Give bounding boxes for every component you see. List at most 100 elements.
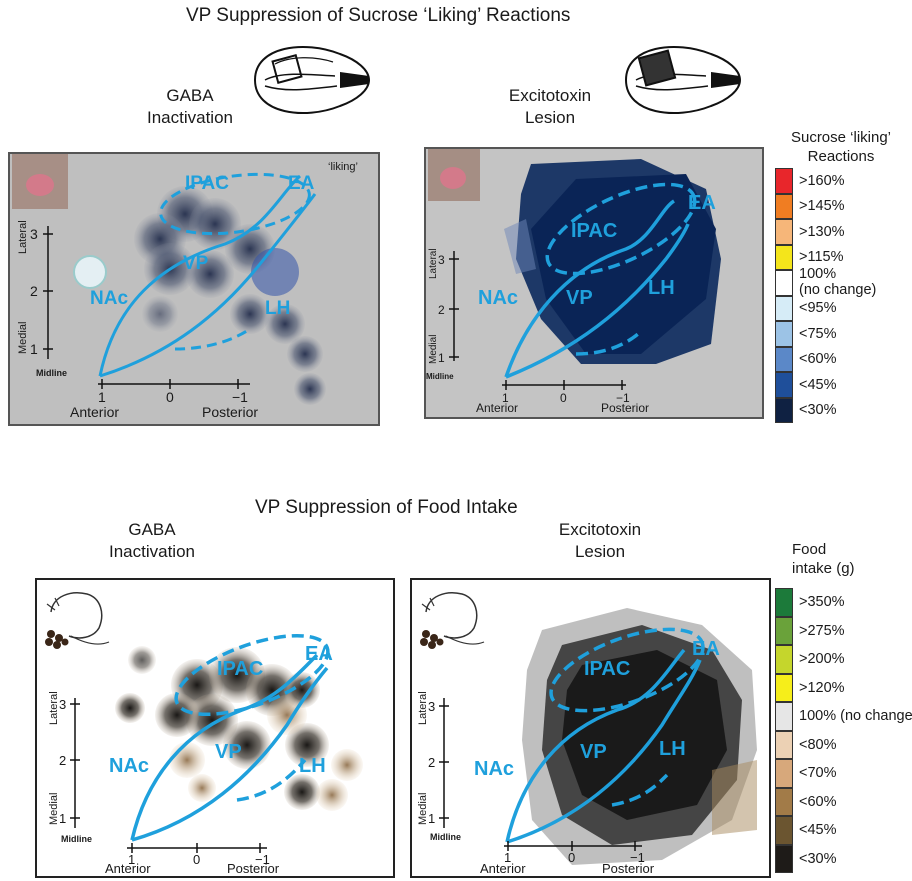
corner-tag: ‘liking’ xyxy=(328,161,358,173)
condition-line: GABA xyxy=(72,519,232,541)
top-right-condition: Excitotoxin Lesion xyxy=(470,85,630,129)
legend-swatch xyxy=(775,168,793,194)
rat-eating-drawing xyxy=(41,584,111,652)
legend-sublabel: (no change) xyxy=(799,282,876,298)
legend-title-line: Reactions xyxy=(770,147,912,166)
posterior-label: Posterior xyxy=(227,861,280,876)
legend-label: >160% xyxy=(799,173,845,189)
legend-label: 100% xyxy=(799,266,836,282)
legend-swatch xyxy=(775,617,793,646)
legend-swatch xyxy=(775,270,793,296)
rat-face-photo xyxy=(12,154,68,209)
y-tick: 3 xyxy=(59,697,66,712)
legend-label: <80% xyxy=(799,737,837,753)
legend-swatch xyxy=(775,296,793,322)
legend-title-line: Food xyxy=(772,540,882,559)
lateral-label: Lateral xyxy=(48,691,60,725)
legend-swatch xyxy=(775,194,793,220)
y-tick: 3 xyxy=(428,699,435,714)
midline-label: Midline xyxy=(61,834,92,844)
lesion-fill xyxy=(504,159,721,364)
legend-label: >145% xyxy=(799,198,845,214)
lesion-fill xyxy=(522,608,757,865)
legend-swatch xyxy=(775,759,793,788)
posterior-label: Posterior xyxy=(202,404,258,420)
medial-label: Medial xyxy=(428,335,439,364)
anterior-label: Anterior xyxy=(105,861,151,876)
y-tick: 2 xyxy=(438,303,445,317)
legend-label: <70% xyxy=(799,765,837,781)
intake-legend-title: Food intake (g) xyxy=(772,540,882,578)
condition-line: Excitotoxin xyxy=(520,519,680,541)
label-ea: EA xyxy=(305,643,333,665)
legend-swatch xyxy=(775,702,793,731)
y-tick: 1 xyxy=(59,811,66,826)
lateral-label: Lateral xyxy=(417,691,429,725)
y-tick: 3 xyxy=(438,253,445,267)
y-tick: 1 xyxy=(428,811,435,826)
legend-swatch xyxy=(775,816,793,845)
x-tick: 0 xyxy=(560,391,567,405)
medial-label: Medial xyxy=(48,793,60,825)
top-left-condition: GABA Inactivation xyxy=(110,85,270,129)
x-tick: 0 xyxy=(568,850,575,865)
legend-title-line: Sucrose ‘liking’ xyxy=(770,128,912,147)
legend-swatch xyxy=(775,645,793,674)
y-tick: 3 xyxy=(30,226,38,242)
legend-swatch xyxy=(775,347,793,373)
legend-label: <45% xyxy=(799,377,837,393)
label-ea: EA xyxy=(692,638,720,660)
label-lh: LH xyxy=(659,738,686,760)
legend-swatch xyxy=(775,674,793,703)
label-nac: NAc xyxy=(109,755,149,777)
condition-line: Lesion xyxy=(470,107,630,129)
label-lh: LH xyxy=(265,298,290,319)
legend-label: <75% xyxy=(799,326,837,342)
legend-label: >120% xyxy=(799,680,845,696)
legend-swatch xyxy=(775,845,793,874)
bottom-right-condition: Excitotoxin Lesion xyxy=(520,519,680,563)
legend-label: <45% xyxy=(799,822,837,838)
legend-swatch xyxy=(775,731,793,760)
legend-label: >115% xyxy=(799,249,843,265)
legend-label: <95% xyxy=(799,300,837,316)
label-vp: VP xyxy=(566,287,593,309)
lateral-label: Lateral xyxy=(17,220,29,254)
x-tick: −1 xyxy=(232,389,248,405)
label-ea: EA xyxy=(288,173,315,194)
bottom-left-condition: GABA Inactivation xyxy=(72,519,232,563)
liking-lesion-map: IPAC EA VP NAc LH 3 2 1 1 0 −1 Lateral M… xyxy=(424,147,764,419)
x-tick: 1 xyxy=(98,389,106,405)
legend-label: <60% xyxy=(799,794,837,810)
label-lh: LH xyxy=(648,277,675,299)
legend-swatch xyxy=(775,372,793,398)
legend-label: <60% xyxy=(799,351,837,367)
legend-swatch xyxy=(775,219,793,245)
legend-swatch xyxy=(775,788,793,817)
lateral-label: Lateral xyxy=(428,248,439,279)
legend-label: <30% xyxy=(799,402,837,418)
y-tick: 1 xyxy=(30,341,38,357)
legend-swatch xyxy=(775,398,793,424)
legend-label: >130% xyxy=(799,224,845,240)
label-ipac: IPAC xyxy=(584,658,630,680)
legend-swatch xyxy=(775,245,793,271)
liking-legend: >160% >145% >130% >115% 100% (no change) <95% <… xyxy=(775,168,912,428)
condition-line: GABA xyxy=(110,85,270,107)
x-tick: 0 xyxy=(193,852,200,867)
y-tick: 2 xyxy=(59,753,66,768)
label-nac: NAc xyxy=(474,758,514,780)
legend-swatch xyxy=(775,588,793,617)
condition-line: Lesion xyxy=(520,541,680,563)
bottom-figure-title: VP Suppression of Food Intake xyxy=(255,497,518,519)
legend-label: >350% xyxy=(799,594,845,610)
label-vp: VP xyxy=(580,741,607,763)
label-lh: LH xyxy=(299,755,326,777)
x-tick: 0 xyxy=(166,389,174,405)
brain-icon xyxy=(616,36,746,124)
top-figure-title: VP Suppression of Sucrose ‘Liking’ React… xyxy=(186,5,570,27)
posterior-label: Posterior xyxy=(602,861,655,876)
liking-legend-title: Sucrose ‘liking’ Reactions xyxy=(770,128,912,166)
anterior-label: Anterior xyxy=(480,861,526,876)
condition-line: Excitotoxin xyxy=(470,85,630,107)
